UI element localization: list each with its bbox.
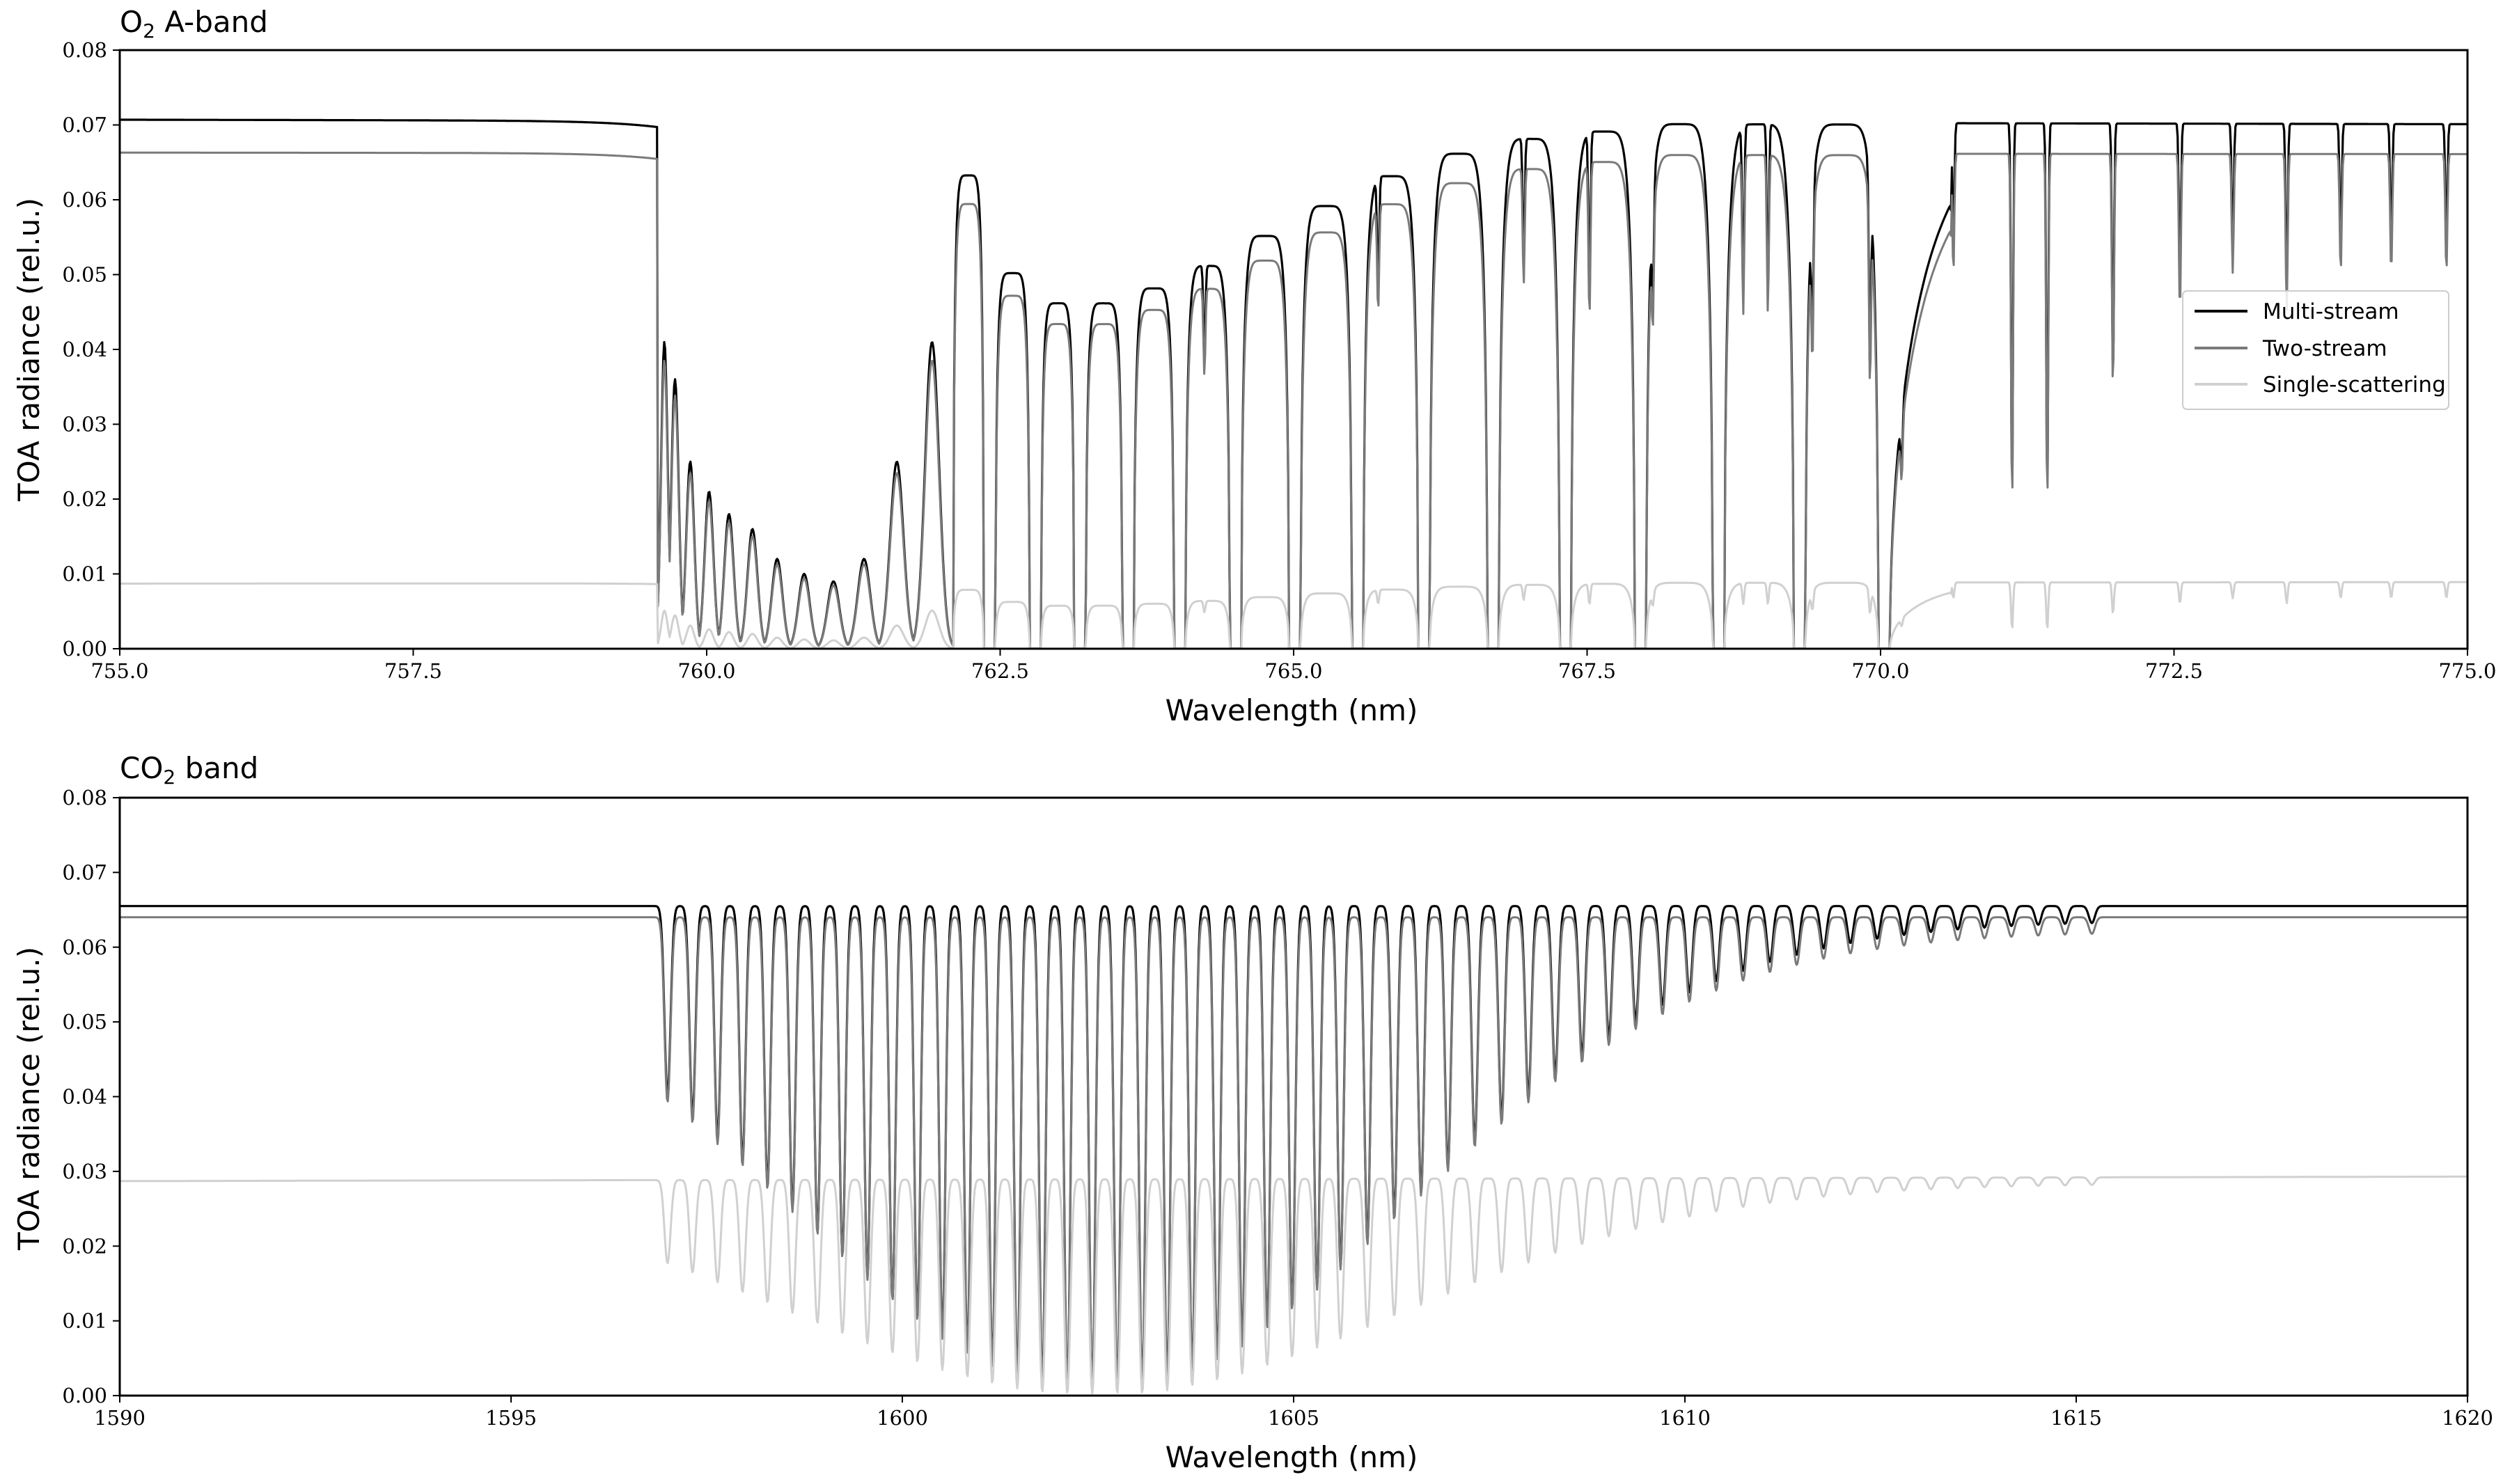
x-axis-label: Wavelength (nm) bbox=[1166, 693, 1418, 727]
x-tick-label: 1605 bbox=[1268, 1406, 1319, 1430]
x-tick-label: 770.0 bbox=[1851, 659, 1909, 683]
axis-ticks: 1590 1595 1600 1605 1610 1615 1620 0.00 0.01 0.02… bbox=[62, 786, 2493, 1430]
y-tick-label: 0.04 bbox=[62, 1085, 107, 1109]
legend: Multi-stream Two-stream Single-scatterin… bbox=[2182, 290, 2449, 410]
x-tick-label: 1615 bbox=[2050, 1406, 2102, 1430]
series-line-single-scattering bbox=[120, 1175, 2467, 1395]
x-tick-label: 1595 bbox=[485, 1406, 537, 1430]
spectrum-lines bbox=[120, 118, 2467, 649]
legend-label-two-stream: Two-stream bbox=[2262, 336, 2387, 361]
y-tick-label: 0.04 bbox=[62, 338, 107, 361]
x-tick-label: 755.0 bbox=[91, 659, 148, 683]
x-tick-label: 1600 bbox=[877, 1406, 928, 1430]
y-tick-label: 0.05 bbox=[62, 1010, 107, 1034]
y-axis-label: TOA radiance (rel.u.) bbox=[12, 947, 46, 1251]
axes-frame bbox=[118, 49, 2469, 650]
y-tick-label: 0.01 bbox=[62, 562, 107, 586]
x-tick-label: 765.0 bbox=[1264, 659, 1322, 683]
x-tick-label: 762.5 bbox=[971, 659, 1029, 683]
series-line-two-stream bbox=[120, 916, 2467, 1392]
series-line-single-scattering bbox=[120, 581, 2467, 649]
x-tick-label: 760.0 bbox=[677, 659, 735, 683]
legend-frame bbox=[2182, 290, 2449, 410]
x-tick-label: 757.5 bbox=[384, 659, 442, 683]
x-tick-label: 767.5 bbox=[1558, 659, 1616, 683]
x-tick-label: 1620 bbox=[2442, 1406, 2493, 1430]
y-tick-label: 0.03 bbox=[62, 1160, 107, 1183]
series-line-multi-stream bbox=[120, 118, 2467, 649]
axes-frame bbox=[118, 796, 2469, 1397]
y-tick-label: 0.06 bbox=[62, 936, 107, 959]
y-tick-label: 0.07 bbox=[62, 113, 107, 137]
y-tick-label: 0.02 bbox=[62, 1234, 107, 1258]
legend-label-single-scattering: Single-scattering bbox=[2263, 372, 2446, 397]
y-tick-label: 0.03 bbox=[62, 413, 107, 436]
series-line-two-stream bbox=[120, 151, 2467, 649]
x-tick-label: 772.5 bbox=[2145, 659, 2203, 683]
o2-a-band-panel: O2 A-band 755.0 757.5 760.0 762.5 765.0 767.5… bbox=[12, 5, 2497, 727]
legend-label-multi-stream: Multi-stream bbox=[2263, 299, 2399, 324]
co2-band-panel: CO2 band 1590 1595 1600 1605 1610 1615 1620 0.0… bbox=[12, 751, 2493, 1474]
y-tick-label: 0.07 bbox=[62, 860, 107, 884]
y-tick-label: 0.02 bbox=[62, 487, 107, 511]
y-tick-label: 0.00 bbox=[62, 637, 107, 661]
x-tick-label: 1590 bbox=[94, 1406, 146, 1430]
y-tick-label: 0.08 bbox=[62, 786, 107, 810]
spectrum-lines bbox=[120, 905, 2467, 1395]
panel-title: CO2 band bbox=[120, 751, 258, 789]
y-tick-label: 0.01 bbox=[62, 1309, 107, 1333]
panel-title: O2 A-band bbox=[120, 5, 268, 42]
y-axis-label: TOA radiance (rel.u.) bbox=[12, 198, 46, 502]
y-tick-label: 0.06 bbox=[62, 188, 107, 212]
axis-ticks: 755.0 757.5 760.0 762.5 765.0 767.5 770.0 772.5… bbox=[62, 38, 2496, 683]
x-tick-label: 1610 bbox=[1659, 1406, 1711, 1430]
y-tick-label: 0.08 bbox=[62, 38, 107, 62]
x-tick-label: 775.0 bbox=[2438, 659, 2496, 683]
x-axis-label: Wavelength (nm) bbox=[1166, 1440, 1418, 1474]
y-tick-label: 0.00 bbox=[62, 1384, 107, 1407]
y-tick-label: 0.05 bbox=[62, 263, 107, 287]
